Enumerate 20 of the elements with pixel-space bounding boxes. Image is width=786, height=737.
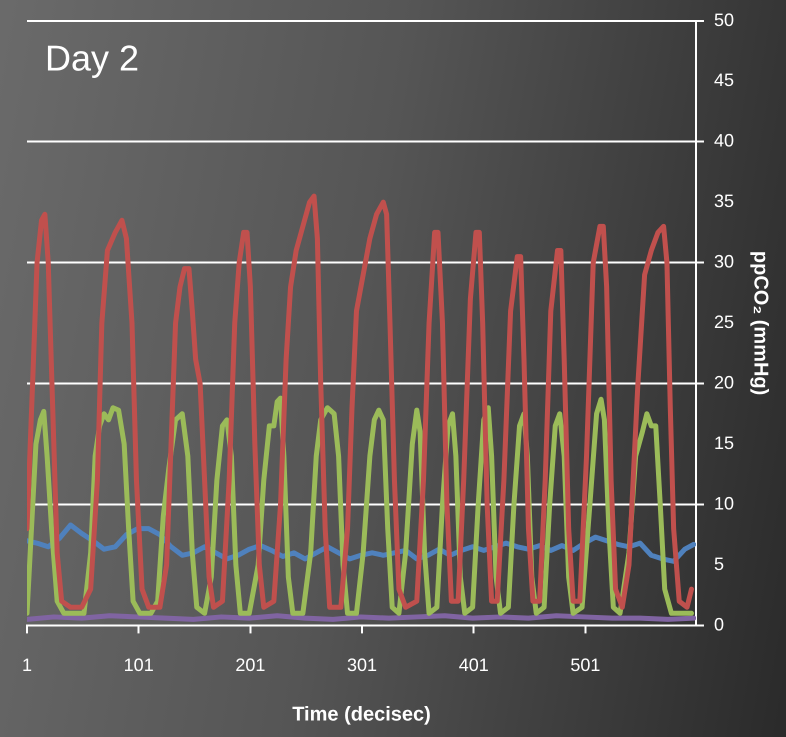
y-tick-label: 40	[714, 130, 734, 151]
x-tick-label: 401	[458, 655, 489, 676]
y-tick-label: 15	[714, 432, 734, 453]
y-tick-label: 45	[714, 70, 734, 90]
x-tick-label: 301	[347, 655, 378, 676]
text: Day 2	[45, 38, 140, 79]
y-tick-label: 35	[714, 191, 734, 212]
y-tick-label: 0	[714, 614, 724, 634]
y-tick-label: 5	[714, 554, 724, 574]
y-tick-label: 30	[714, 252, 734, 272]
x-tick-label: 101	[124, 655, 154, 676]
y-tick-label: 25	[714, 312, 734, 332]
y-tick-label: 50	[714, 10, 734, 30]
y-tick-label: 10	[714, 493, 734, 514]
x-axis-title: Time (decisec)	[292, 704, 431, 726]
x-tick-label: 1	[22, 655, 32, 676]
y-tick-label: 20	[714, 372, 734, 393]
x-tick-label: 501	[570, 655, 600, 676]
x-tick-label: 201	[235, 655, 266, 676]
y-axis-title: ppCO₂ (mmHg)	[749, 250, 772, 396]
